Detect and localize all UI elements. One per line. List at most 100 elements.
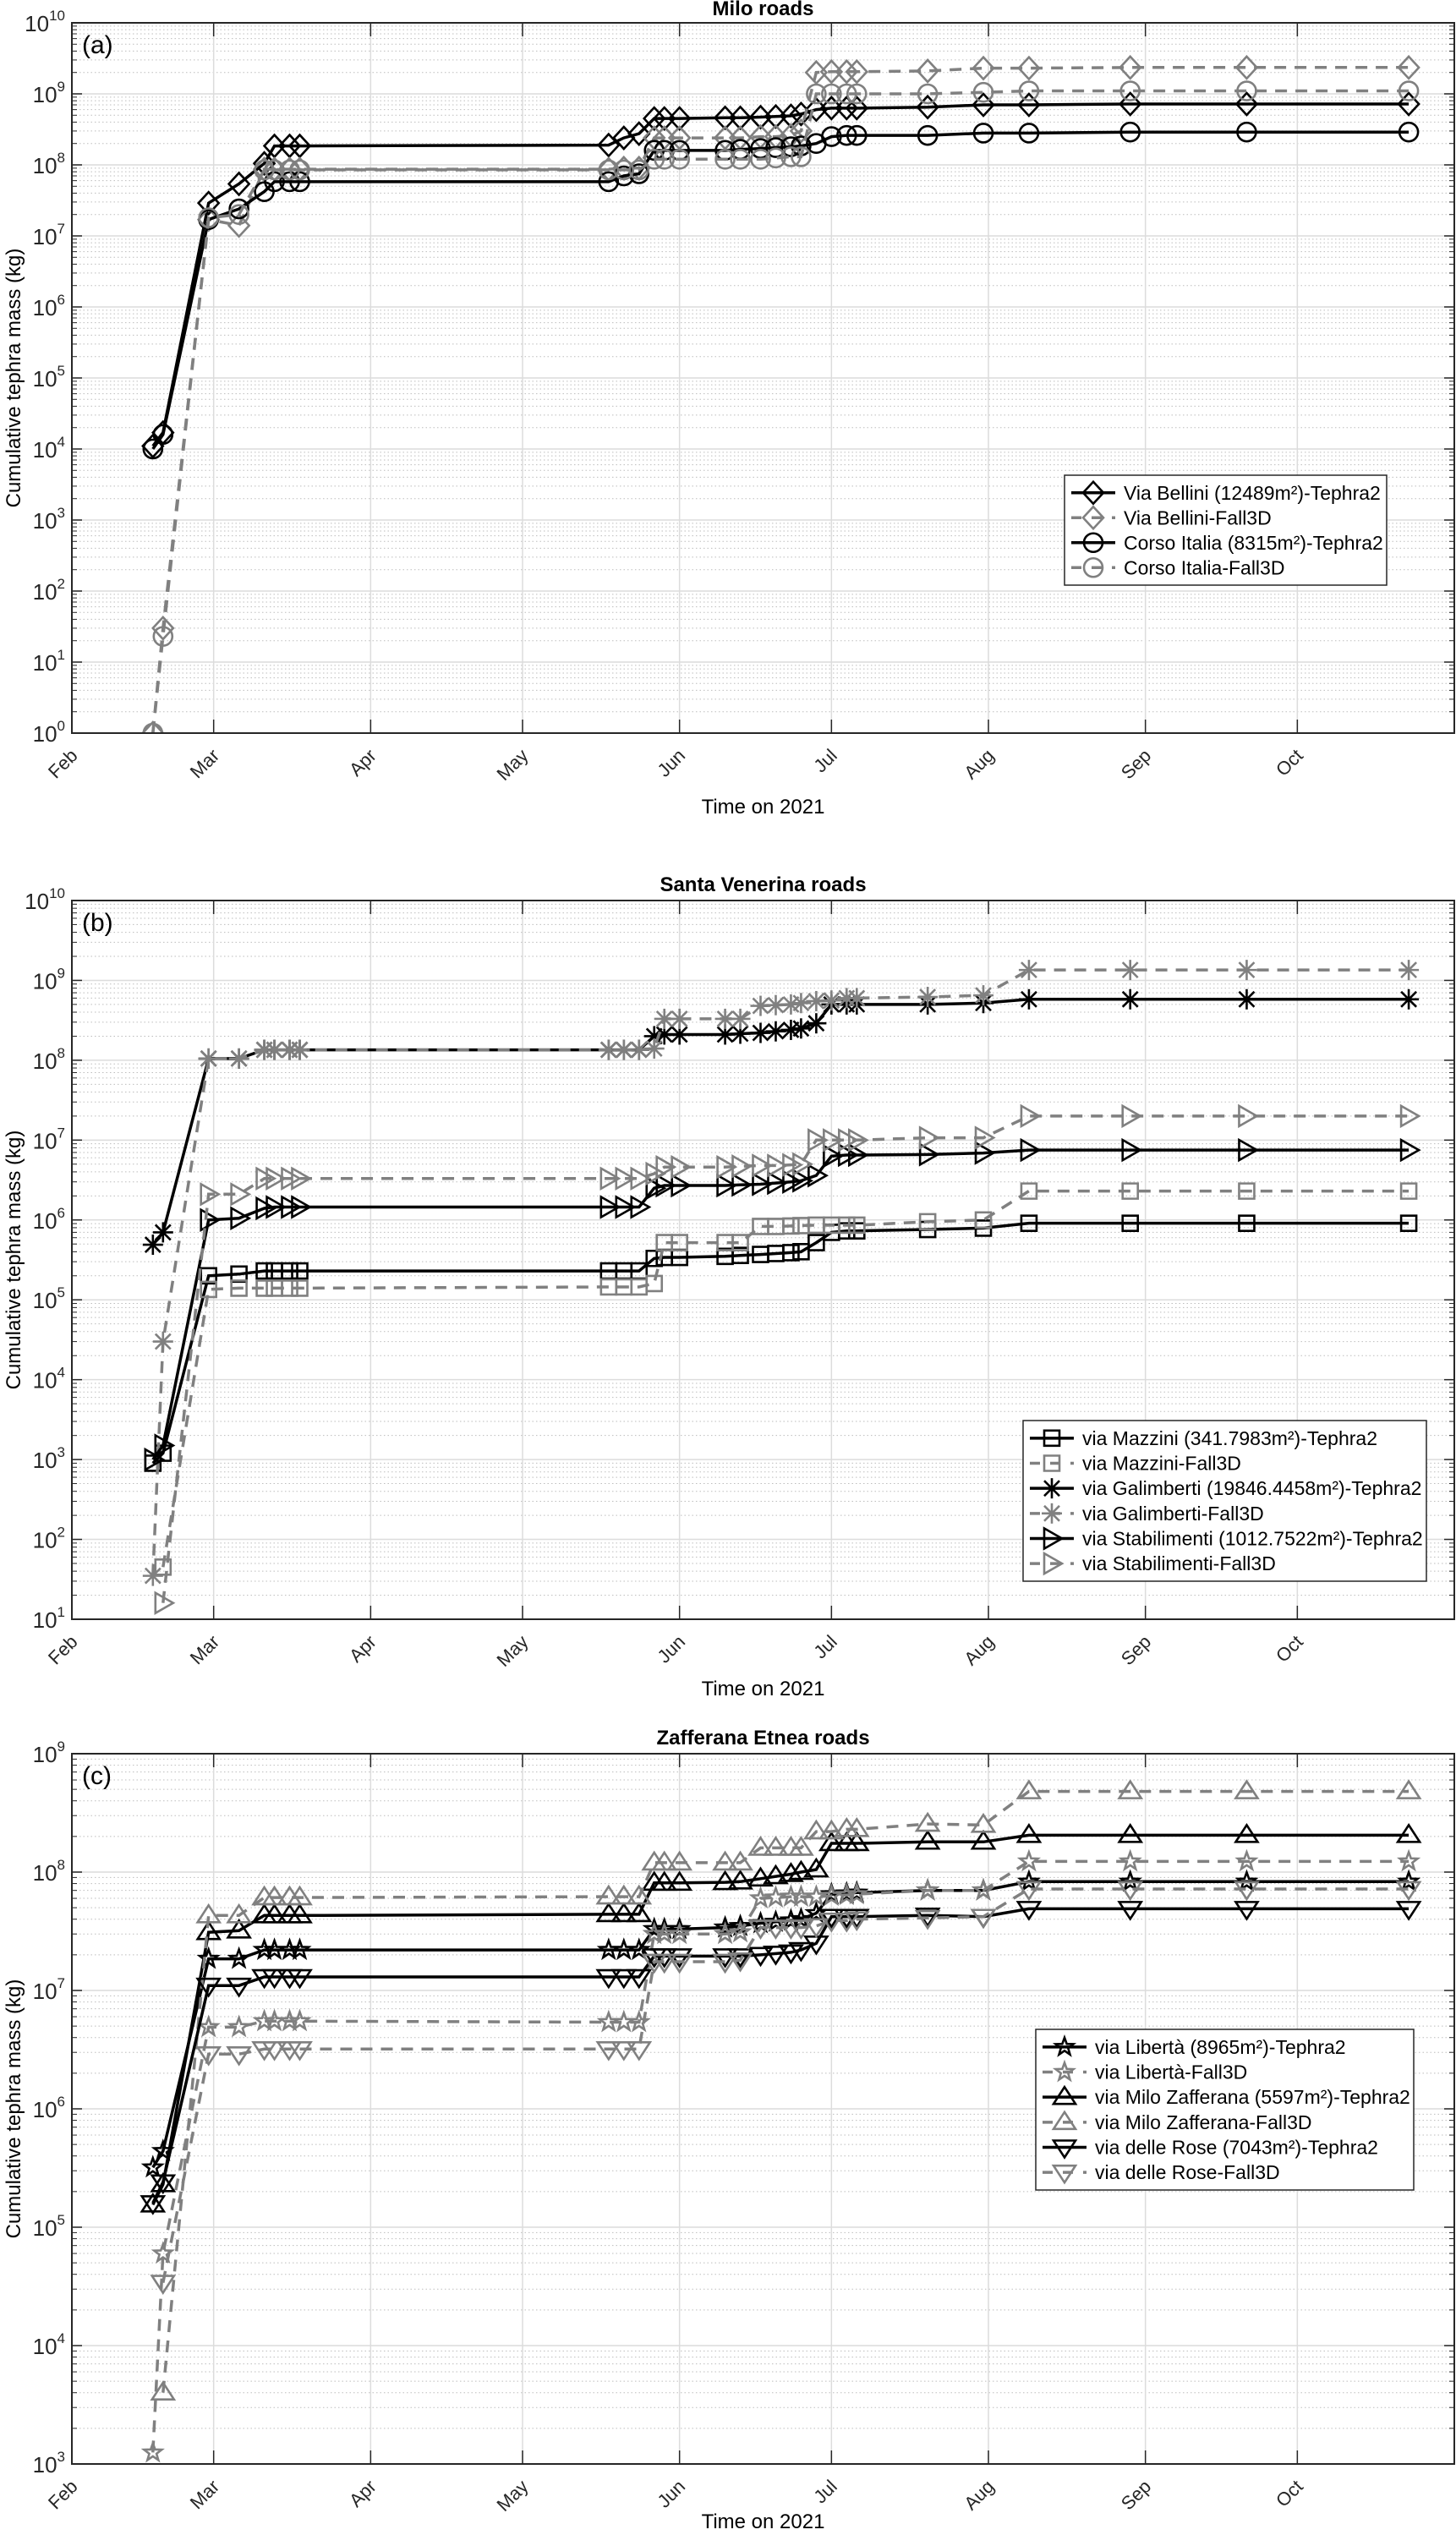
- data-point-triangle-up: [763, 1836, 789, 1856]
- data-point-star: [140, 2439, 165, 2463]
- data-point-asterisk: [750, 1022, 771, 1043]
- data-point-square: [807, 1234, 825, 1251]
- x-axis-label: Time on 2021: [702, 2510, 825, 2533]
- x-tick-label: May: [492, 745, 532, 785]
- data-point-triangle-down: [970, 1908, 997, 1930]
- legend-item: Corso Italia-Fall3D: [1071, 556, 1284, 578]
- data-point-triangle-right: [281, 1166, 303, 1191]
- legend-marker-triangle-right: [1043, 1526, 1065, 1551]
- legend-item: Via Bellini (12489m²)-Tephra2: [1071, 479, 1381, 506]
- data-point-star: [227, 1946, 251, 1969]
- data-point-triangle-up: [287, 1903, 313, 1924]
- series-line: [161, 1887, 1409, 2283]
- data-point-asterisk: [198, 1048, 219, 1069]
- data-point-triangle-up: [1117, 1779, 1144, 1799]
- data-point-triangle-up: [843, 1831, 870, 1852]
- data-point-triangle-up: [261, 1885, 287, 1906]
- data-point-square: [1020, 1182, 1038, 1200]
- legend-marker-triangle-up: [1051, 2110, 1078, 2131]
- data-point-star: [287, 1937, 312, 1961]
- data-point-diamond: [819, 58, 844, 85]
- data-point-square: [792, 1243, 810, 1261]
- y-tick-label: 103: [33, 1444, 65, 1473]
- y-tick-label: 107: [33, 1975, 65, 2004]
- legend-label: via delle Rose-Fall3D: [1095, 2161, 1280, 2183]
- legend-label: via Milo Zafferana-Fall3D: [1095, 2111, 1312, 2133]
- data-point-square: [1399, 1182, 1418, 1200]
- data-point-diamond: [196, 190, 221, 216]
- data-point-triangle-right: [655, 1154, 677, 1180]
- data-point-triangle-up: [914, 1829, 941, 1850]
- data-point-triangle-right: [847, 1142, 869, 1168]
- data-point-diamond: [835, 58, 859, 85]
- data-point-circle: [643, 149, 665, 170]
- data-point-circle: [917, 124, 939, 146]
- data-point-triangle-right: [645, 1161, 667, 1186]
- legend-label: via Stabilimenti-Fall3D: [1082, 1552, 1276, 1574]
- series-line: [151, 130, 1409, 451]
- data-point-triangle-down: [1395, 1881, 1422, 1902]
- plot-area: [142, 960, 1421, 1615]
- data-point-star: [804, 1884, 829, 1908]
- data-point-circle: [598, 159, 620, 181]
- x-tick-label: Apr: [345, 745, 380, 780]
- y-tick-label: 107: [33, 221, 65, 249]
- data-point-triangle-down: [1395, 1901, 1422, 1921]
- data-point-triangle-right: [671, 1154, 692, 1180]
- legend-marker-diamond: [1081, 505, 1105, 531]
- data-point-star: [140, 2154, 165, 2178]
- series-line: [151, 1859, 1409, 2453]
- series-4: [144, 1137, 1421, 1472]
- data-point-circle: [836, 124, 857, 146]
- legend-marker-square: [1043, 1429, 1061, 1448]
- data-point-square: [291, 1262, 309, 1280]
- y-tick-label: 108: [33, 1857, 65, 1886]
- data-point-triangle-right: [838, 1128, 859, 1153]
- data-point-diamond: [845, 58, 869, 85]
- legend-marker-triangle-down: [1051, 2139, 1078, 2160]
- data-point-triangle-up: [802, 1819, 829, 1840]
- data-point-triangle-up: [914, 1811, 941, 1832]
- data-point-asterisk: [643, 1038, 665, 1059]
- data-point-triangle-up: [1395, 1779, 1422, 1799]
- data-point-triangle-right: [974, 1141, 996, 1165]
- data-point-triangle-down: [763, 1919, 789, 1940]
- data-point-circle: [1236, 121, 1257, 143]
- data-point-triangle-down: [712, 1953, 738, 1974]
- x-tick-label: Jul: [809, 745, 841, 777]
- data-point-circle: [289, 159, 310, 181]
- data-point-triangle-up: [226, 1918, 253, 1939]
- data-point-circle: [765, 147, 786, 169]
- data-point-diamond: [916, 58, 939, 84]
- data-point-star: [845, 1880, 869, 1903]
- data-point-circle: [765, 137, 786, 158]
- data-point-triangle-up: [747, 1836, 774, 1856]
- y-tick-label: 104: [33, 2330, 65, 2359]
- x-tick-label: Aug: [960, 2476, 998, 2514]
- data-point-triangle-down: [802, 1918, 829, 1939]
- data-point-square: [645, 1274, 664, 1293]
- y-axis-label: Cumulative tephra mass (kg): [3, 249, 25, 508]
- data-point-circle: [228, 204, 249, 226]
- y-tick-label: 109: [33, 1738, 65, 1767]
- data-point-circle: [780, 146, 802, 167]
- data-point-circle: [228, 198, 249, 220]
- data-point-triangle-right: [918, 1142, 940, 1167]
- series-line: [161, 1789, 1409, 2393]
- data-point-triangle-right: [716, 1154, 738, 1180]
- data-point-triangle-down: [651, 1953, 678, 1974]
- data-point-triangle-up: [802, 1857, 829, 1878]
- data-point-triangle-right: [615, 1166, 637, 1191]
- data-point-asterisk: [846, 988, 868, 1009]
- axes-box: [71, 22, 1455, 734]
- data-point-triangle-right: [655, 1173, 677, 1198]
- data-point-triangle-right: [807, 1128, 829, 1153]
- data-point-triangle-up: [727, 1869, 753, 1890]
- data-point-diamond: [1118, 91, 1142, 117]
- data-point-triangle-down: [843, 1911, 870, 1932]
- data-point-star: [227, 2014, 251, 2038]
- data-point-asterisk: [1018, 960, 1039, 981]
- data-point-triangle-up: [595, 1884, 622, 1905]
- data-point-diamond: [151, 616, 175, 641]
- data-point-diamond: [835, 95, 859, 121]
